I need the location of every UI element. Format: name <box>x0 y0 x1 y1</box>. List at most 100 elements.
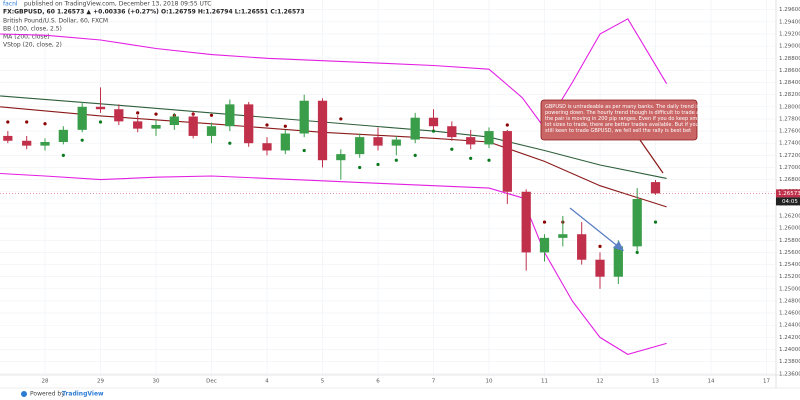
vstop-dot <box>80 138 84 142</box>
time-box <box>776 197 800 206</box>
y-tick-label: 1.23600 <box>779 371 800 377</box>
candle-body <box>317 100 328 161</box>
y-tick-label: 1.28000 <box>779 104 800 110</box>
x-tick-label: 6 <box>376 379 380 385</box>
vstop-dot <box>302 148 306 153</box>
candle-body <box>151 125 161 129</box>
y-tick-label: 1.24000 <box>779 347 800 353</box>
candle-body <box>77 106 87 130</box>
callout-text: GBPUSD is untradeable as per many banks.… <box>545 104 703 134</box>
candle-body <box>336 154 346 161</box>
y-tick-label: 1.24400 <box>779 323 800 329</box>
x-tick-label: 4 <box>265 379 269 385</box>
candle-body <box>484 131 494 145</box>
y-tick-label: 1.24600 <box>779 311 800 317</box>
vstop-dot <box>98 120 103 124</box>
candle-body <box>410 117 420 140</box>
candle-body <box>558 234 568 238</box>
vstop-dot <box>61 153 65 157</box>
y-tick-label: 1.29400 <box>779 19 800 25</box>
candle-body <box>428 117 439 127</box>
candle-body <box>225 104 235 127</box>
x-tick-label: Dec <box>206 379 217 385</box>
vstop-dot <box>25 120 29 124</box>
candle-body <box>355 137 365 155</box>
y-tick-label: 1.25400 <box>779 262 800 268</box>
y-tick-label: 1.27200 <box>779 153 800 159</box>
y-tick-label: 1.29000 <box>779 44 800 50</box>
y-tick-label: 1.27800 <box>779 116 800 122</box>
vstop-dot <box>209 113 214 117</box>
vstop-dot <box>136 111 140 115</box>
vstop-dot <box>394 158 398 162</box>
vstop-dot <box>339 117 343 121</box>
y-tick-label: 1.25000 <box>779 286 800 292</box>
y-tick-label: 1.25600 <box>779 250 800 256</box>
vstop-dot <box>431 129 436 133</box>
callout-pointer <box>639 139 664 174</box>
candle-body <box>206 126 217 136</box>
footer-prefix: Powered by <box>30 391 65 398</box>
legend-entry: MA (200, close) <box>3 34 50 41</box>
time-label: 04:05 <box>782 199 798 205</box>
vstop-dot <box>653 220 658 224</box>
y-tick-label: 1.28800 <box>779 56 800 62</box>
x-tick-label: 14 <box>708 379 715 385</box>
candle-body <box>3 135 13 141</box>
symbol-line: FX:GBPUSD, 60 1.26573 ▲ +0.00336 (+0.27%… <box>3 9 305 16</box>
candle-body <box>577 234 587 260</box>
arrow-head <box>613 241 624 251</box>
candle-body <box>632 199 642 247</box>
candle-body <box>262 143 272 151</box>
y-tick-label: 1.28600 <box>779 68 800 74</box>
arrow-line <box>569 207 621 249</box>
candle-body <box>650 182 661 194</box>
footer-brand[interactable]: TradingView <box>62 391 104 398</box>
vstop-dot <box>469 156 473 160</box>
candle-body <box>447 126 457 138</box>
vstop-dot <box>265 123 269 127</box>
x-tick-label: 7 <box>432 379 436 385</box>
x-tick-label: 13 <box>652 379 659 385</box>
y-tick-label: 1.25800 <box>779 238 800 244</box>
vstop-dot <box>505 123 509 127</box>
candle-body <box>114 109 124 122</box>
y-tick-label: 1.27400 <box>779 141 800 147</box>
indicator-line <box>0 172 667 355</box>
candle-body <box>40 141 50 146</box>
candle-body <box>280 133 290 151</box>
candle-body <box>188 116 198 136</box>
y-tick-label: 1.24200 <box>779 335 800 341</box>
vstop-dot <box>487 158 491 162</box>
candle-body <box>391 139 401 146</box>
candle-body <box>133 121 143 129</box>
vstop-dot <box>6 120 10 124</box>
publisher[interactable]: facnl <box>3 1 18 8</box>
y-tick-label: 1.26800 <box>779 177 800 183</box>
brand-icon <box>21 391 27 397</box>
candle-body <box>299 100 309 134</box>
x-tick-label: 29 <box>97 379 104 385</box>
x-tick-label: 28 <box>42 379 49 385</box>
y-tick-label: 1.29200 <box>779 31 800 37</box>
candle-body <box>613 246 623 277</box>
y-tick-label: 1.24800 <box>779 298 800 304</box>
vstop-dot <box>43 122 47 126</box>
candle-body <box>521 191 531 253</box>
candle-body <box>58 129 68 142</box>
y-tick-label: 1.27600 <box>779 129 800 135</box>
published-note: published on TradingView.com, December 1… <box>24 1 211 8</box>
x-tick-label: 11 <box>541 379 548 385</box>
candle-body <box>595 259 605 277</box>
x-tick-label: 17 <box>763 379 770 385</box>
candle-body <box>244 104 254 144</box>
vstop-dot <box>598 244 602 248</box>
vstop-dot <box>635 250 639 255</box>
candle-body <box>466 137 476 145</box>
candle-body <box>539 237 550 253</box>
x-tick-label: 10 <box>486 379 493 385</box>
candle-body <box>22 140 32 146</box>
x-tick-label: 12 <box>597 379 604 385</box>
indicator-line <box>0 18 668 129</box>
legend-entry: BB (100, close, 2.5) <box>3 26 62 33</box>
